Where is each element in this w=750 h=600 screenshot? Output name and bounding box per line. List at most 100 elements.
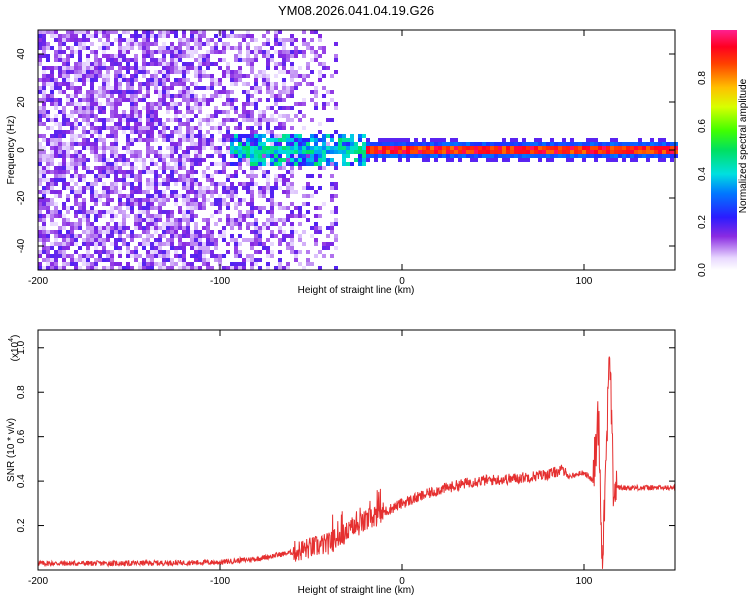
heatmap-cell — [430, 138, 434, 142]
heatmap-cell — [314, 190, 318, 194]
heatmap-cell — [566, 146, 570, 150]
x-tick-label: 100 — [576, 576, 593, 587]
heatmap-cell — [50, 134, 54, 138]
heatmap-cell — [122, 74, 126, 78]
colorbar-tick-label: 0.2 — [697, 215, 708, 229]
heatmap-cell — [86, 226, 90, 230]
heatmap-cell — [318, 130, 322, 134]
heatmap-cell — [146, 222, 150, 226]
heatmap-cell — [274, 86, 278, 90]
heatmap-cell — [126, 42, 130, 46]
heatmap-cell — [190, 34, 194, 38]
heatmap-cell — [158, 198, 162, 202]
heatmap-cell — [162, 170, 166, 174]
heatmap-cell — [222, 186, 226, 190]
heatmap-cell — [190, 242, 194, 246]
heatmap-cell — [238, 142, 242, 146]
heatmap-cell — [70, 222, 74, 226]
heatmap-cell — [322, 142, 326, 146]
heatmap-cell — [74, 174, 78, 178]
heatmap-cell — [230, 238, 234, 242]
heatmap-cell — [118, 86, 122, 90]
heatmap-cell — [182, 218, 186, 222]
heatmap-cell — [238, 70, 242, 74]
heatmap-cell — [470, 150, 474, 154]
heatmap-cell — [286, 234, 290, 238]
heatmap-cell — [58, 90, 62, 94]
heatmap-cell — [226, 130, 230, 134]
heatmap-cell — [82, 158, 86, 162]
heatmap-cell — [398, 138, 402, 142]
heatmap-cell — [478, 150, 482, 154]
heatmap-cell — [138, 198, 142, 202]
heatmap-cell — [66, 194, 70, 198]
heatmap-cell — [54, 258, 58, 262]
heatmap-cell — [290, 134, 294, 138]
heatmap-cell — [290, 182, 294, 186]
heatmap-cell — [46, 238, 50, 242]
heatmap-cell — [438, 154, 442, 158]
heatmap-cell — [246, 82, 250, 86]
heatmap-cell — [118, 34, 122, 38]
heatmap-cell — [46, 262, 50, 266]
heatmap-cell — [202, 262, 206, 266]
heatmap-cell — [162, 46, 166, 50]
heatmap-cell — [206, 138, 210, 142]
heatmap-cell — [462, 150, 466, 154]
heatmap-cell — [602, 142, 606, 146]
heatmap-cell — [670, 146, 674, 150]
heatmap-cell — [290, 154, 294, 158]
heatmap-cell — [298, 250, 302, 254]
heatmap-cell — [150, 202, 154, 206]
heatmap-cell — [362, 150, 366, 154]
heatmap-cell — [150, 134, 154, 138]
heatmap-cell — [38, 134, 42, 138]
heatmap-cell — [154, 38, 158, 42]
heatmap-cell — [78, 150, 82, 154]
heatmap-cell — [274, 154, 278, 158]
heatmap-cell — [518, 150, 522, 154]
heatmap-cell — [42, 114, 46, 118]
heatmap-cell — [230, 226, 234, 230]
heatmap-cell — [106, 186, 110, 190]
heatmap-cell — [38, 98, 42, 102]
heatmap-cell — [58, 50, 62, 54]
heatmap-cell — [158, 122, 162, 126]
heatmap-cell — [54, 142, 58, 146]
heatmap-cell — [178, 66, 182, 70]
heatmap-cell — [74, 42, 78, 46]
heatmap-cell — [246, 98, 250, 102]
heatmap-cell — [118, 58, 122, 62]
heatmap-cell — [102, 66, 106, 70]
heatmap-cell — [86, 102, 90, 106]
heatmap-cell — [286, 178, 290, 182]
heatmap-cell — [634, 146, 638, 150]
heatmap-cell — [66, 86, 70, 90]
heatmap-cell — [182, 50, 186, 54]
heatmap-cell — [258, 142, 262, 146]
heatmap-cell — [270, 86, 274, 90]
heatmap-cell — [230, 198, 234, 202]
heatmap-cell — [278, 30, 282, 34]
heatmap-cell — [102, 94, 106, 98]
heatmap-cell — [274, 102, 278, 106]
heatmap-cell — [130, 126, 134, 130]
heatmap-cell — [90, 98, 94, 102]
heatmap-cell — [42, 102, 46, 106]
heatmap-cell — [142, 38, 146, 42]
heatmap-cell — [66, 238, 70, 242]
heatmap-cell — [42, 246, 46, 250]
heatmap-cell — [166, 66, 170, 70]
heatmap-cell — [230, 102, 234, 106]
heatmap-cell — [142, 50, 146, 54]
heatmap-cell — [346, 150, 350, 154]
heatmap-cell — [314, 54, 318, 58]
heatmap-cell — [126, 242, 130, 246]
heatmap-cell — [230, 142, 234, 146]
heatmap-cell — [206, 198, 210, 202]
heatmap-cell — [118, 154, 122, 158]
heatmap-cell — [486, 146, 490, 150]
heatmap-cell — [106, 118, 110, 122]
heatmap-cell — [562, 138, 566, 142]
heatmap-cell — [170, 258, 174, 262]
